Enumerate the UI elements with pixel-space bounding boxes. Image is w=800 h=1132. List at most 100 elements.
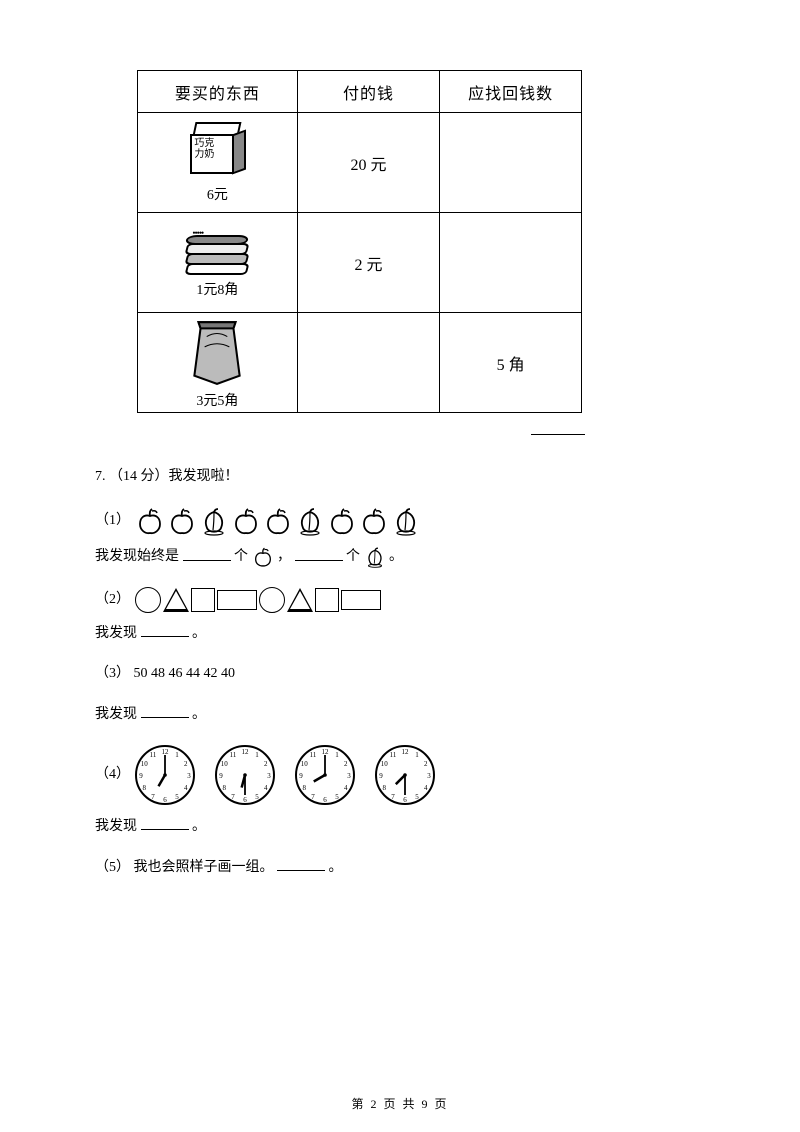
svg-text:5: 5	[175, 793, 179, 801]
svg-text:1: 1	[415, 751, 419, 759]
money-change-table: 要买的东西 付的钱 应找回钱数 巧克力奶 6元 20 元 •••••	[137, 70, 582, 413]
svg-text:9: 9	[139, 772, 143, 780]
svg-text:12: 12	[241, 748, 249, 756]
change-cell[interactable]	[440, 213, 582, 313]
table-header-row: 要买的东西 付的钱 应找回钱数	[138, 71, 582, 113]
change-cell: 5 角	[440, 313, 582, 413]
peach-icon	[364, 546, 386, 568]
svg-text:9: 9	[379, 772, 383, 780]
svg-text:10: 10	[220, 760, 228, 768]
q7-part3-numbers: （3） 50 48 46 44 42 40	[95, 663, 705, 685]
blank-field[interactable]	[183, 549, 231, 561]
apple-icon	[359, 506, 389, 536]
apple-icon	[263, 506, 293, 536]
svg-text:10: 10	[140, 760, 148, 768]
q7-part5-sentence: （5） 我也会照样子画一组。 。	[95, 857, 705, 879]
svg-text:12: 12	[161, 748, 169, 756]
clock-icon: 121234567891011	[214, 744, 276, 806]
svg-text:11: 11	[309, 751, 316, 759]
item-price: 3元5角	[139, 390, 296, 410]
svg-text:7: 7	[151, 793, 155, 801]
item-price: 6元	[139, 184, 296, 204]
svg-text:7: 7	[231, 793, 235, 801]
q7-part2-sentence: 我发现 。	[95, 623, 705, 645]
rect-icon	[341, 590, 381, 610]
page-footer: 第 2 页 共 9 页	[0, 1095, 800, 1112]
item-cake: ••••• 1元8角	[138, 213, 298, 313]
svg-text:6: 6	[243, 796, 247, 804]
q7-part2-figures: （2）	[95, 587, 705, 613]
apple-icon	[231, 506, 261, 536]
clock-icon: 121234567891011	[294, 744, 356, 806]
snack-bag-icon	[184, 316, 250, 388]
svg-text:8: 8	[222, 784, 226, 792]
milk-carton-icon: 巧克力奶	[186, 122, 248, 182]
q7-part1-figures: （1）	[95, 506, 705, 536]
paid-cell: 20 元	[297, 113, 440, 213]
blank-field[interactable]	[295, 549, 343, 561]
svg-text:4: 4	[344, 784, 348, 792]
svg-text:4: 4	[264, 784, 268, 792]
svg-text:11: 11	[229, 751, 236, 759]
part2-label: （2）	[95, 592, 130, 607]
svg-text:1: 1	[175, 751, 179, 759]
svg-text:7: 7	[311, 793, 315, 801]
svg-text:9: 9	[299, 772, 303, 780]
svg-text:4: 4	[184, 784, 188, 792]
svg-text:6: 6	[323, 796, 327, 804]
svg-text:5: 5	[255, 793, 259, 801]
svg-text:6: 6	[163, 796, 167, 804]
svg-text:6: 6	[403, 796, 407, 804]
paid-cell[interactable]	[297, 313, 440, 413]
square-icon	[191, 588, 215, 612]
svg-text:1: 1	[255, 751, 259, 759]
paid-cell: 2 元	[297, 213, 440, 313]
svg-text:11: 11	[389, 751, 396, 759]
svg-text:2: 2	[424, 760, 428, 768]
svg-text:8: 8	[142, 784, 146, 792]
svg-text:5: 5	[415, 793, 419, 801]
blank-field[interactable]	[141, 625, 189, 637]
svg-text:3: 3	[267, 772, 271, 780]
svg-text:3: 3	[427, 772, 431, 780]
svg-text:10: 10	[380, 760, 388, 768]
part4-label: （4）	[95, 767, 130, 782]
col-change: 应找回钱数	[440, 71, 582, 113]
item-chocolate-milk: 巧克力奶 6元	[138, 113, 298, 213]
col-item: 要买的东西	[138, 71, 298, 113]
q7-part1-sentence: 我发现始终是 个 ， 个 。	[95, 546, 705, 569]
svg-text:1: 1	[335, 751, 339, 759]
svg-text:7: 7	[391, 793, 395, 801]
circle-icon	[259, 587, 285, 613]
trailing-blank-line	[95, 421, 585, 440]
q7-heading: 7. （14 分）我发现啦！	[95, 466, 705, 488]
svg-text:2: 2	[264, 760, 268, 768]
square-icon	[315, 588, 339, 612]
triangle-icon	[287, 588, 313, 612]
item-snack-bag: 3元5角	[138, 313, 298, 413]
apple-icon	[252, 546, 274, 568]
cake-icon: •••••	[178, 227, 256, 277]
worksheet-page: 要买的东西 付的钱 应找回钱数 巧克力奶 6元 20 元 •••••	[0, 0, 800, 927]
table-row: 巧克力奶 6元 20 元	[138, 113, 582, 213]
svg-text:10: 10	[300, 760, 308, 768]
apple-icon	[135, 506, 165, 536]
blank-field[interactable]	[141, 706, 189, 718]
item-price: 1元8角	[139, 279, 296, 299]
peach-icon	[199, 506, 229, 536]
blank-field[interactable]	[141, 818, 189, 830]
question-7: 7. （14 分）我发现啦！ （1） 我发现始终是 个 ， 个 。 （2） 我发…	[95, 466, 705, 879]
svg-text:4: 4	[424, 784, 428, 792]
rect-icon	[217, 590, 257, 610]
apple-icon	[327, 506, 357, 536]
circle-icon	[135, 587, 161, 613]
clock-icon: 121234567891011	[134, 744, 196, 806]
triangle-icon	[163, 588, 189, 612]
col-paid: 付的钱	[297, 71, 440, 113]
svg-text:12: 12	[401, 748, 409, 756]
svg-text:5: 5	[335, 793, 339, 801]
svg-text:11: 11	[149, 751, 156, 759]
change-cell[interactable]	[440, 113, 582, 213]
svg-text:2: 2	[184, 760, 188, 768]
blank-field[interactable]	[277, 859, 325, 871]
